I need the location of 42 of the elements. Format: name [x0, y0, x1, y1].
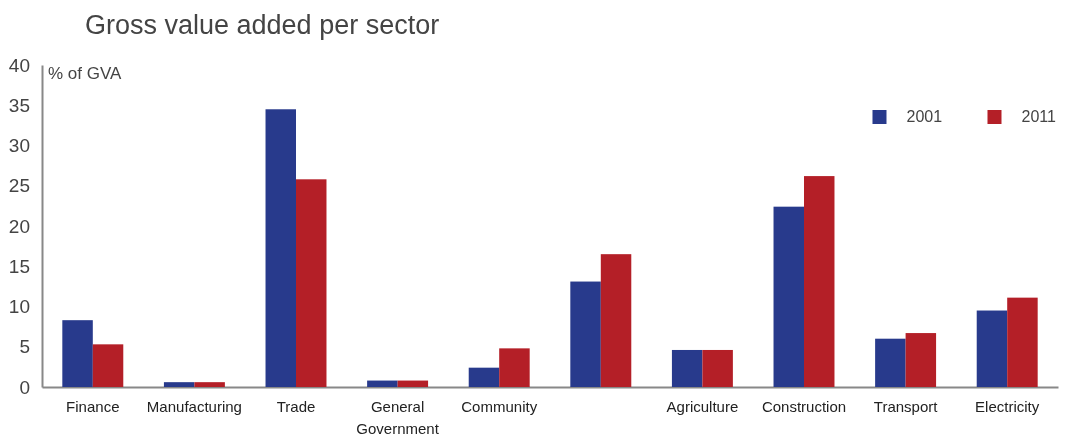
x-tick-label: Transport [873, 398, 939, 415]
bar [163, 382, 195, 387]
y-axis-title: % of GVA [48, 64, 123, 83]
y-tick-label: 10 [8, 296, 30, 318]
bar [804, 176, 835, 387]
y-tick-label: 5 [19, 336, 30, 358]
x-tick-label: Trade [276, 398, 316, 415]
y-tick-label: 40 [8, 54, 30, 76]
bar [265, 109, 296, 387]
chart-title: Gross value added per sector [85, 10, 440, 40]
legend-label: 2001 [906, 108, 943, 125]
x-tick-label: Community [461, 398, 538, 415]
x-tick-label: General Government [356, 398, 440, 437]
bar [92, 344, 124, 387]
y-tick-label: 20 [8, 215, 30, 237]
bar [62, 320, 93, 387]
x-tick-label: Agriculture [666, 398, 739, 415]
bar [570, 281, 601, 387]
bar [468, 367, 500, 387]
bar [296, 179, 327, 387]
bar [499, 348, 530, 387]
bar [600, 254, 632, 387]
x-tick-label: Electricity [975, 398, 1040, 415]
x-tick-label: Finance [66, 398, 120, 415]
y-tick-label: 30 [8, 135, 30, 157]
bar [875, 338, 906, 387]
bar [671, 349, 703, 387]
bar [905, 333, 937, 387]
y-tick-label: 0 [19, 376, 30, 398]
legend-label: 2011 [1021, 108, 1056, 125]
x-tick-label: Construction [761, 398, 847, 415]
x-tick-label: Manufacturing [146, 398, 242, 415]
bar [702, 349, 733, 387]
bar [976, 310, 1008, 387]
bar [773, 206, 804, 387]
bar [194, 382, 225, 387]
bar [397, 380, 429, 387]
bar [367, 380, 398, 387]
y-tick-label: 15 [8, 255, 30, 277]
y-tick-label: 25 [8, 175, 30, 197]
y-tick-label: 35 [8, 94, 30, 116]
bar [1007, 297, 1038, 387]
